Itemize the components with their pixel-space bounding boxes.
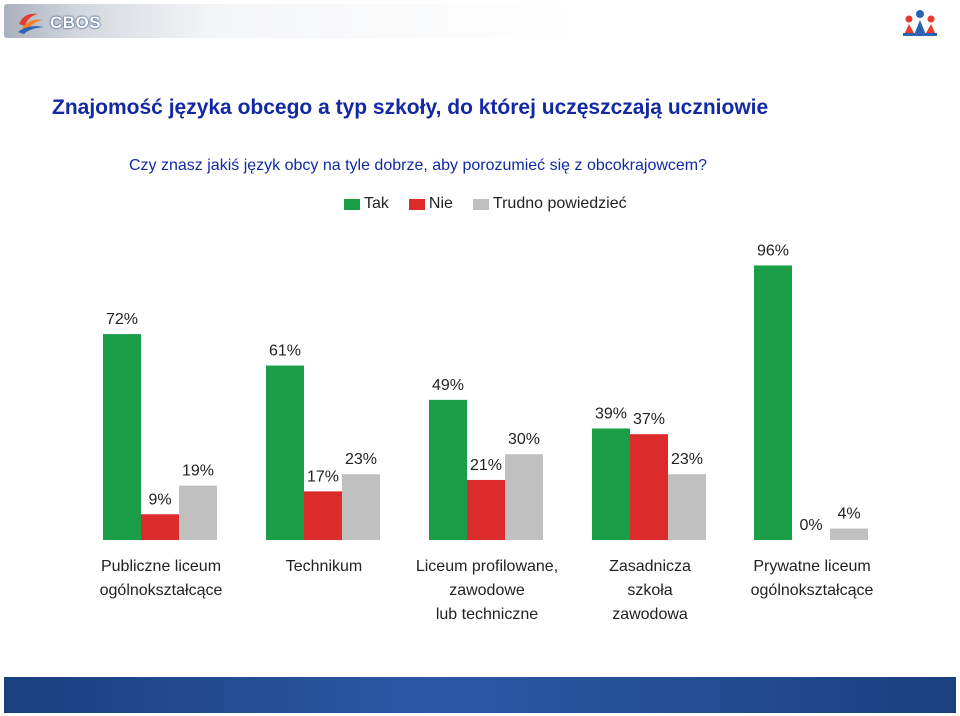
data-label-tak-1: 61%: [269, 343, 301, 360]
category-label-publiczne-liceum: Publiczne liceum ogólnokształcące: [99, 558, 223, 599]
chart-legend: Tak Nie Trudno powiedzieć: [344, 195, 647, 213]
legend-item-trudno: Trudno powiedzieć: [472, 195, 627, 213]
legend-label-tak: Tak: [364, 195, 389, 212]
bar-trudno-0: [179, 485, 217, 540]
data-label-trudno-0: 19%: [182, 463, 214, 480]
legend-swatch-nie: [408, 198, 425, 210]
bar-nie-0: [141, 514, 179, 540]
legend-item-nie: Nie: [408, 195, 453, 213]
cbos-logo: CBOS: [16, 9, 101, 35]
data-label-tak-3: 39%: [595, 405, 627, 422]
legend-label-trudno: Trudno powiedzieć: [492, 195, 627, 212]
bar-tak-2: [429, 399, 467, 540]
legend-item-tak: Tak: [344, 195, 389, 213]
bar-tak-0: [103, 334, 141, 540]
legend-label-nie: Nie: [428, 195, 453, 212]
data-label-trudno-1: 23%: [345, 451, 377, 468]
cbos-logo-icon: [18, 13, 44, 34]
data-label-nie-2: 21%: [470, 457, 502, 474]
data-label-nie-3: 37%: [633, 411, 665, 428]
people-emblem-icon: [903, 10, 937, 36]
bar-nie-2: [467, 479, 505, 540]
legend-swatch-trudno: [472, 198, 489, 210]
bar-trudno-1: [342, 474, 380, 540]
data-label-trudno-3: 23%: [671, 451, 703, 468]
category-label-prywatne-liceum: Prywatne liceum ogólnokształcące: [750, 558, 874, 599]
logo-text: CBOS: [50, 13, 102, 32]
data-label-trudno-2: 30%: [508, 431, 540, 448]
bar-trudno-2: [505, 454, 543, 540]
bar-tak-1: [266, 365, 304, 540]
chart-title: Znajomość języka obcego a typ szkoły, do…: [52, 96, 769, 119]
data-label-tak-0: 72%: [106, 311, 138, 328]
bar-trudno-4: [830, 528, 868, 540]
footer-bar: [4, 677, 956, 713]
bar-tak-4: [754, 265, 792, 540]
category-label-technikum: Technikum: [285, 558, 363, 575]
header-bar: CBOS: [4, 4, 956, 38]
data-label-nie-4: 0%: [799, 517, 822, 534]
chart-subtitle: Czy znasz jakiś język obcy na tyle dobrz…: [129, 157, 708, 174]
bar-tak-3: [592, 428, 630, 540]
data-label-tak-2: 49%: [432, 377, 464, 394]
category-label-liceum-profilowane: Liceum profilowane, zawodowe lub technic…: [415, 558, 559, 623]
data-label-nie-0: 9%: [148, 491, 171, 508]
bar-trudno-3: [668, 474, 706, 540]
data-label-tak-4: 96%: [757, 242, 789, 259]
data-label-nie-1: 17%: [307, 468, 339, 485]
data-label-trudno-4: 4%: [837, 506, 860, 523]
bar-nie-3: [630, 434, 668, 540]
category-label-zasadnicza-szkola: Zasadnicza szkoła zawodowa: [609, 558, 691, 623]
bar-nie-1: [304, 491, 342, 540]
legend-swatch-tak: [344, 198, 360, 210]
